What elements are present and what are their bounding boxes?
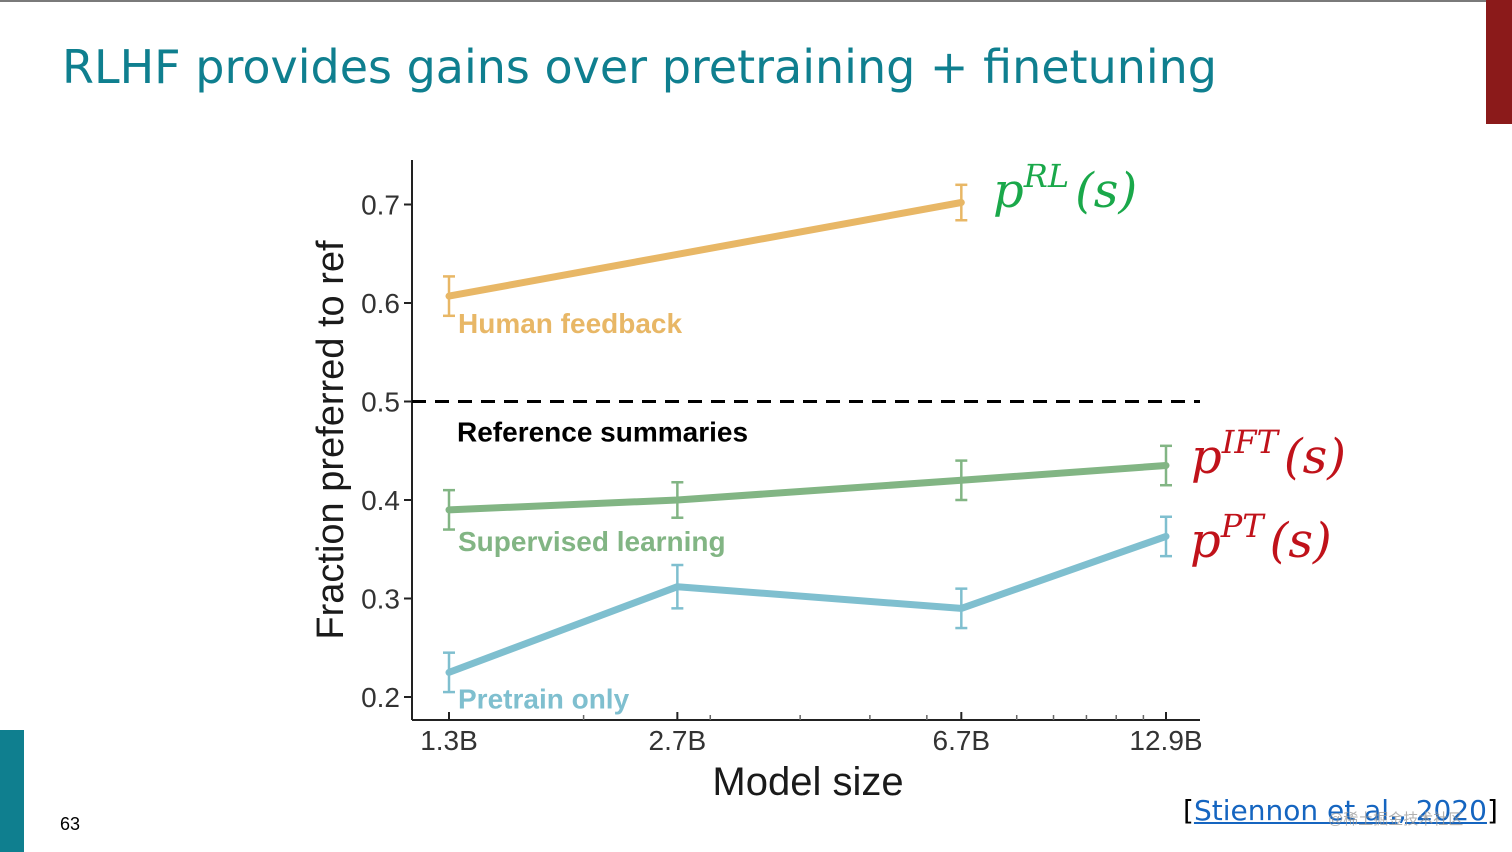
- citation-open-bracket: [: [1183, 794, 1194, 827]
- y-tick-label: 0.4: [361, 485, 400, 516]
- citation: [Stiennon et al., 2020]: [1183, 794, 1498, 827]
- math-superscript: PT: [1220, 507, 1267, 545]
- chart-labels: Fraction preferred to ref Model size Ref…: [310, 157, 1346, 804]
- series-line-pretrain: [445, 532, 1170, 676]
- data-point-pretrain: [448, 671, 450, 674]
- top-rule: [0, 0, 1512, 2]
- data-point-pretrain: [1165, 535, 1167, 538]
- data-point-supervised: [960, 479, 963, 482]
- math-annotation-supervised: pIFT (s): [1191, 423, 1346, 485]
- math-argument: (s): [1075, 163, 1137, 219]
- y-tick-label: 0.7: [361, 190, 400, 221]
- math-annotation-pretrain: pPT (s): [1190, 507, 1332, 569]
- y-axis-label: Fraction preferred to ref: [310, 240, 352, 640]
- data-point-pretrain: [676, 585, 679, 588]
- math-argument: (s): [1284, 429, 1346, 485]
- x-tick-label: 1.3B: [420, 725, 478, 756]
- y-tick-label: 0.6: [361, 288, 400, 319]
- accent-bar-right: [1486, 0, 1512, 124]
- accent-bar-left: [0, 730, 24, 852]
- math-annotation-human_feedback: pRL (s): [993, 157, 1137, 219]
- chart-series: [443, 183, 1172, 694]
- series-label-supervised: Supervised learning: [458, 526, 726, 557]
- math-superscript: RL: [1023, 157, 1069, 195]
- series-label-pretrain: Pretrain only: [458, 683, 630, 714]
- watermark: @稀土掘金技术社区: [1328, 811, 1464, 828]
- chart-axes: 0.2 0.3 0.4 0.5 0.6 0.7 1.3B 2.7B 6.7B 12.9B: [361, 160, 1203, 756]
- y-tick-label: 0.5: [361, 387, 400, 418]
- y-tick-label: 0.2: [361, 682, 400, 713]
- data-point-pretrain: [960, 607, 963, 610]
- data-point-supervised: [448, 508, 450, 511]
- reference-label: Reference summaries: [457, 417, 748, 448]
- x-tick-label: 6.7B: [933, 725, 991, 756]
- citation-link[interactable]: Stiennon et al., 2020: [1193, 794, 1487, 827]
- math-base: p: [993, 163, 1024, 219]
- math-base: p: [1190, 513, 1221, 569]
- series-label-human_feedback: Human feedback: [458, 308, 682, 339]
- math-superscript: IFT: [1221, 423, 1281, 461]
- citation-close-bracket: ]: [1486, 794, 1498, 827]
- x-tick-label: 2.7B: [649, 725, 707, 756]
- series-line-human_feedback: [445, 199, 965, 300]
- x-axis-label: Model size: [712, 760, 903, 804]
- data-point-human_feedback: [448, 295, 450, 298]
- math-base: p: [1191, 429, 1222, 485]
- slide-title: RLHF provides gains over pretraining + f…: [62, 40, 1218, 94]
- data-point-supervised: [1165, 464, 1167, 467]
- y-tick-label: 0.3: [361, 584, 400, 615]
- math-argument: (s): [1270, 513, 1332, 569]
- page-number: 63: [60, 814, 81, 834]
- x-tick-label: 12.9B: [1129, 725, 1202, 756]
- data-point-human_feedback: [960, 201, 963, 204]
- data-point-supervised: [676, 499, 679, 501]
- series-line-supervised: [445, 462, 1170, 514]
